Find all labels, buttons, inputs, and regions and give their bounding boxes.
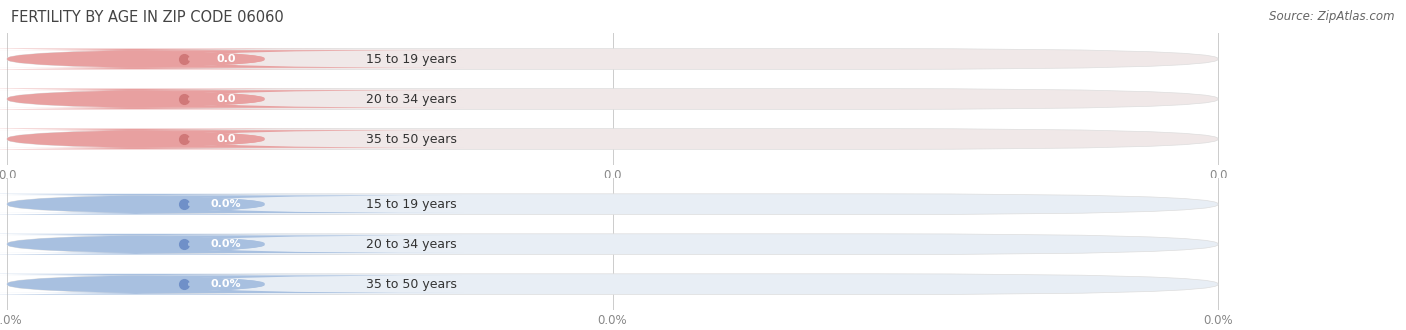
Text: 35 to 50 years: 35 to 50 years: [366, 133, 457, 146]
FancyBboxPatch shape: [7, 234, 1218, 255]
FancyBboxPatch shape: [0, 234, 354, 255]
Text: 0.0: 0.0: [217, 134, 236, 144]
Text: FERTILITY BY AGE IN ZIP CODE 06060: FERTILITY BY AGE IN ZIP CODE 06060: [11, 10, 284, 25]
FancyBboxPatch shape: [7, 88, 1218, 110]
FancyBboxPatch shape: [0, 129, 354, 149]
FancyBboxPatch shape: [0, 88, 354, 110]
Text: Source: ZipAtlas.com: Source: ZipAtlas.com: [1270, 10, 1395, 23]
FancyBboxPatch shape: [7, 194, 1218, 214]
Text: 15 to 19 years: 15 to 19 years: [366, 52, 456, 65]
FancyBboxPatch shape: [0, 50, 464, 68]
Text: 20 to 34 years: 20 to 34 years: [366, 92, 456, 106]
FancyBboxPatch shape: [0, 195, 464, 213]
FancyBboxPatch shape: [7, 129, 1218, 149]
Text: 0.0%: 0.0%: [211, 199, 242, 209]
Text: 0.0%: 0.0%: [211, 279, 242, 289]
FancyBboxPatch shape: [0, 276, 464, 293]
FancyBboxPatch shape: [0, 90, 464, 108]
Text: 0.0: 0.0: [217, 94, 236, 104]
Text: 20 to 34 years: 20 to 34 years: [366, 238, 456, 251]
Text: 15 to 19 years: 15 to 19 years: [366, 198, 456, 211]
Text: 35 to 50 years: 35 to 50 years: [366, 278, 457, 291]
FancyBboxPatch shape: [0, 194, 354, 214]
FancyBboxPatch shape: [7, 49, 1218, 69]
FancyBboxPatch shape: [0, 49, 354, 69]
Text: 0.0%: 0.0%: [211, 239, 242, 249]
FancyBboxPatch shape: [7, 274, 1218, 295]
FancyBboxPatch shape: [0, 235, 464, 253]
Text: 0.0: 0.0: [217, 54, 236, 64]
FancyBboxPatch shape: [0, 130, 464, 148]
FancyBboxPatch shape: [0, 274, 354, 295]
